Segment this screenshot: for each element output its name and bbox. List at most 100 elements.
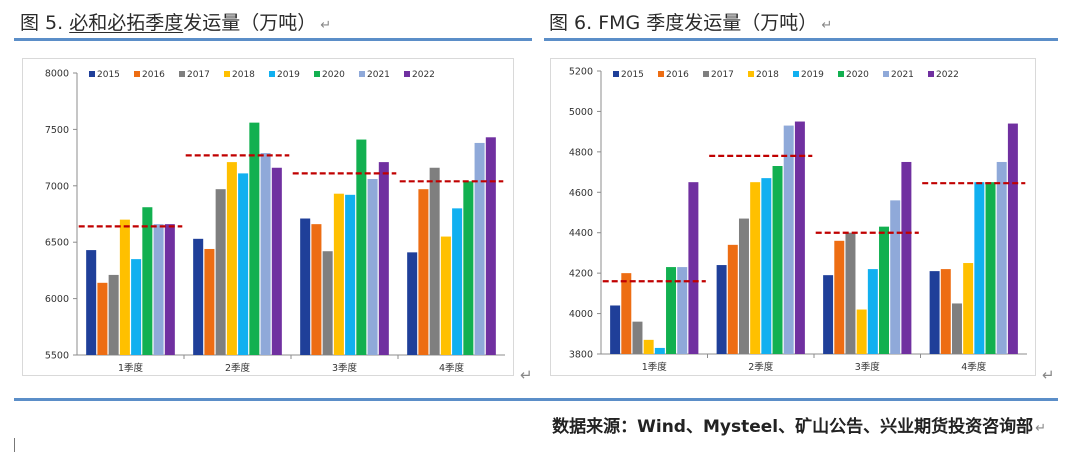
legend-swatch-2022 — [928, 71, 934, 77]
bar-2017-q3 — [322, 251, 333, 355]
bar-2016-q2 — [727, 244, 738, 354]
x-category-label: 1季度 — [642, 361, 668, 373]
bhp-shipment-chart: 5500 6000 6500 7000 7500 8000 1季度 2季度 3季度 4季度 2015… — [45, 69, 505, 374]
x-category-label: 4季度 — [439, 362, 465, 374]
right-figure-title-suffix: FMG 季度发运量（万吨） — [598, 12, 818, 34]
bar-2022-q1 — [164, 224, 175, 355]
bar-2020-q3 — [356, 139, 367, 355]
bar-2015-q1 — [610, 305, 621, 354]
legend-label-2022: 2022 — [412, 70, 435, 80]
bar-2021-q4 — [474, 142, 485, 355]
legend-swatch-2021 — [883, 71, 889, 77]
y-tick-label: 5500 — [45, 351, 69, 362]
bar-2020-q1 — [666, 267, 677, 354]
bar-2018-q4 — [963, 263, 974, 354]
bhp-chart-panel: 5500 6000 6500 7000 7500 8000 1季度 2季度 3季度 4季度 2015… — [22, 58, 514, 376]
data-source-text: 数据来源：Wind、Mysteel、矿山公告、兴业期货投资咨询部 — [552, 417, 1034, 437]
y-tick-label: 4800 — [569, 147, 593, 158]
left-figure-title-suffix: 发运量（万吨） — [183, 12, 317, 34]
bar-2020-q2 — [249, 122, 260, 355]
left-title-rule — [14, 38, 532, 41]
y-tick-label: 4000 — [569, 309, 593, 320]
bar-2017-q1 — [108, 274, 119, 355]
legend-swatch-2021 — [359, 71, 365, 77]
left-figure-title-prefix: 图 5. — [20, 12, 70, 34]
legend-swatch-2016 — [134, 71, 140, 77]
bar-2015-q4 — [407, 252, 418, 355]
legend-label-2021: 2021 — [367, 70, 390, 80]
legend-swatch-2016 — [658, 71, 664, 77]
bar-2018-q1 — [643, 339, 654, 354]
bar-2022-q3 — [901, 161, 912, 354]
return-mark-icon: ↵ — [520, 366, 533, 384]
y-tick-label: 4200 — [569, 269, 593, 280]
y-tick-label: 6500 — [45, 238, 69, 249]
bar-2021-q3 — [890, 200, 901, 354]
bar-2016-q1 — [621, 273, 632, 354]
bar-2016-q3 — [834, 240, 845, 354]
y-tick-label: 6000 — [45, 294, 69, 305]
legend-swatch-2020 — [314, 71, 320, 77]
return-mark-icon: ↵ — [821, 18, 833, 33]
bar-2019-q4 — [974, 182, 985, 354]
right-figure-title: 图 6. FMG 季度发运量（万吨） ↵ — [549, 8, 832, 35]
bar-2021-q1 — [153, 224, 164, 355]
data-source-note: 数据来源：Wind、Mysteel、矿山公告、兴业期货投资咨询部 ↵ — [552, 412, 1046, 437]
left-figure-title: 图 5. 必和必拓季度发运量（万吨） ↵ — [20, 8, 331, 35]
bar-2021-q3 — [367, 179, 378, 355]
y-tick-label: 5200 — [569, 67, 593, 78]
bar-2022-q4 — [1007, 123, 1018, 354]
legend-swatch-2015 — [89, 71, 95, 77]
bar-2021-q4 — [996, 161, 1007, 354]
legend-label-2018: 2018 — [756, 70, 779, 80]
left-figure-title-underlined: 必和必拓季度 — [69, 12, 184, 34]
return-mark-icon: ↵ — [1042, 366, 1055, 384]
bottom-rule — [14, 398, 1058, 401]
y-tick-label: 7500 — [45, 125, 69, 136]
legend-label-2020: 2020 — [846, 70, 869, 80]
bar-2021-q1 — [677, 267, 688, 354]
bar-2015-q2 — [716, 265, 727, 354]
bar-2022-q2 — [794, 121, 805, 355]
bar-2017-q4 — [429, 167, 440, 355]
legend-label-2019: 2019 — [801, 70, 824, 80]
fmg-shipment-chart: 3800 4000 4200 4400 4600 4800 5000 5200 1季度 2季度 3季… — [569, 67, 1027, 373]
x-category-label: 2季度 — [225, 362, 251, 374]
right-title-rule — [544, 38, 1058, 41]
legend-swatch-2017 — [179, 71, 185, 77]
bar-2022-q1 — [688, 182, 699, 354]
bar-2018-q3 — [333, 193, 344, 355]
bar-2017-q2 — [738, 218, 749, 354]
bar-2020-q4 — [463, 181, 474, 355]
text-caret — [14, 438, 15, 452]
y-tick-label: 8000 — [45, 69, 69, 80]
x-category-label: 3季度 — [855, 361, 881, 373]
x-category-label: 2季度 — [748, 361, 774, 373]
y-tick-label: 5000 — [569, 107, 593, 118]
bar-2021-q2 — [783, 125, 794, 354]
bar-2019-q2 — [238, 173, 249, 355]
bar-2016-q3 — [311, 224, 322, 355]
y-tick-label: 4600 — [569, 188, 593, 199]
legend-swatch-2015 — [613, 71, 619, 77]
bar-2020-q4 — [985, 182, 996, 354]
bar-2015-q2 — [193, 238, 204, 355]
legend-label-2021: 2021 — [891, 70, 914, 80]
bar-2017-q2 — [215, 189, 226, 355]
bar-2019-q3 — [867, 269, 878, 354]
right-figure-title-prefix: 图 6. — [549, 12, 599, 34]
bar-2018-q1 — [119, 219, 130, 355]
bar-2019-q2 — [761, 178, 772, 354]
bar-2017-q1 — [632, 321, 643, 354]
legend-label-2019: 2019 — [277, 70, 300, 80]
bar-2019-q1 — [131, 259, 142, 355]
bar-2016-q4 — [418, 189, 429, 355]
legend-label-2018: 2018 — [232, 70, 255, 80]
bar-2015-q3 — [300, 218, 311, 355]
bar-2020-q1 — [142, 207, 153, 355]
legend-label-2016: 2016 — [666, 70, 689, 80]
bar-2019-q3 — [345, 194, 356, 355]
legend-label-2022: 2022 — [936, 70, 959, 80]
y-tick-label: 4400 — [569, 228, 593, 239]
x-category-label: 4季度 — [961, 361, 987, 373]
